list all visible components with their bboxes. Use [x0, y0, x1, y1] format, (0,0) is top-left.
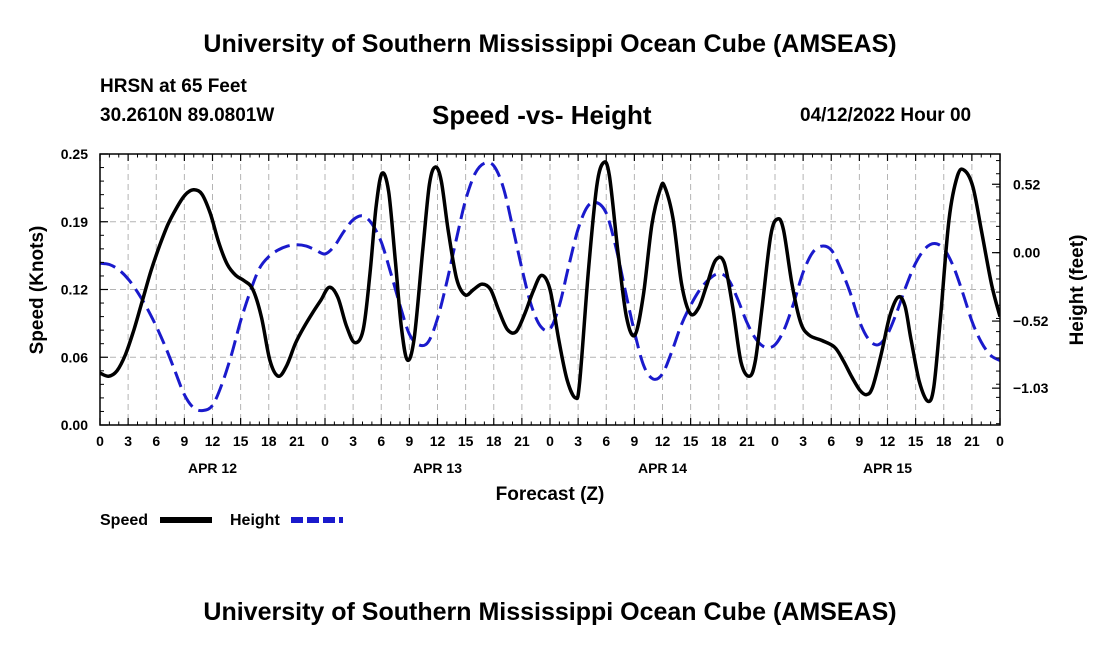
speed-series-line: [100, 160, 1000, 404]
y-axis-title: Speed (Knots): [27, 226, 48, 355]
grid-lines: [100, 154, 1000, 425]
chart-title: Speed -vs- Height: [432, 100, 652, 130]
x-tick-label: 6: [377, 433, 385, 449]
x-tick-label: 18: [486, 433, 502, 449]
y2-tick-label: −0.52: [1013, 313, 1049, 329]
axis-labels: 0 3 6 9 12 15 18 21 0 3 6 9 12 15 18 21 0 3 6 9 12 15 18 21 0 3 6 9…: [61, 146, 1049, 476]
y-tick-label: 0.25: [61, 146, 88, 162]
x-tick-label: 0: [996, 433, 1004, 449]
y2-tick-label: −1.03: [1013, 380, 1049, 396]
x-tick-label: 0: [546, 433, 554, 449]
x-tick-label: 18: [711, 433, 727, 449]
x-tick-label: 3: [574, 433, 582, 449]
x-tick-label: 12: [205, 433, 221, 449]
height-series-line: [100, 160, 1000, 413]
x-tick-label: 12: [430, 433, 446, 449]
legend: Speed Height: [100, 512, 343, 529]
x-tick-label: 0: [321, 433, 329, 449]
x-tick-label: 3: [124, 433, 132, 449]
date-label: APR 15: [863, 460, 912, 476]
coordinates-label: 30.2610N 89.0801W: [100, 105, 275, 126]
y2-tick-label: 0.00: [1013, 245, 1040, 261]
x-tick-label: 6: [152, 433, 160, 449]
date-label: APR 13: [413, 460, 462, 476]
x-tick-label: 18: [261, 433, 277, 449]
y2-axis-title: Height (feet): [1067, 235, 1088, 346]
x-tick-label: 6: [602, 433, 610, 449]
x-tick-label: 21: [739, 433, 755, 449]
x-tick-label: 9: [405, 433, 413, 449]
x-tick-label: 18: [936, 433, 952, 449]
date-label: APR 14: [638, 460, 687, 476]
legend-speed-label: Speed: [100, 512, 148, 529]
x-tick-label: 12: [655, 433, 671, 449]
axis-ticks: [99, 153, 1001, 426]
y-tick-label: 0.12: [61, 282, 88, 298]
x-tick-label: 21: [289, 433, 305, 449]
y-tick-label: 0.06: [61, 349, 88, 365]
x-tick-label: 15: [683, 433, 699, 449]
station-label: HRSN at 65 Feet: [100, 76, 247, 97]
x-tick-label: 3: [799, 433, 807, 449]
date-label: APR 12: [188, 460, 237, 476]
series-layer: [100, 160, 1000, 413]
x-tick-label: 9: [180, 433, 188, 449]
y-tick-label: 0.19: [61, 214, 88, 230]
x-tick-label: 0: [771, 433, 779, 449]
x-tick-label: 15: [233, 433, 249, 449]
y-tick-label: 0.00: [61, 417, 88, 433]
x-tick-label: 0: [96, 433, 104, 449]
x-tick-label: 3: [349, 433, 357, 449]
x-tick-label: 15: [908, 433, 924, 449]
main-title: University of Southern Mississippi Ocean…: [203, 30, 897, 58]
x-axis-title: Forecast (Z): [496, 484, 605, 505]
footer-title: University of Southern Mississippi Ocean…: [203, 598, 897, 626]
y2-tick-label: 0.52: [1013, 176, 1040, 192]
x-tick-label: 15: [458, 433, 474, 449]
x-tick-label: 21: [964, 433, 980, 449]
legend-height-label: Height: [230, 512, 280, 529]
x-tick-label: 9: [855, 433, 863, 449]
x-tick-label: 9: [630, 433, 638, 449]
x-tick-label: 12: [880, 433, 896, 449]
x-tick-label: 21: [514, 433, 530, 449]
forecast-datetime: 04/12/2022 Hour 00: [800, 105, 972, 126]
x-tick-label: 6: [827, 433, 835, 449]
